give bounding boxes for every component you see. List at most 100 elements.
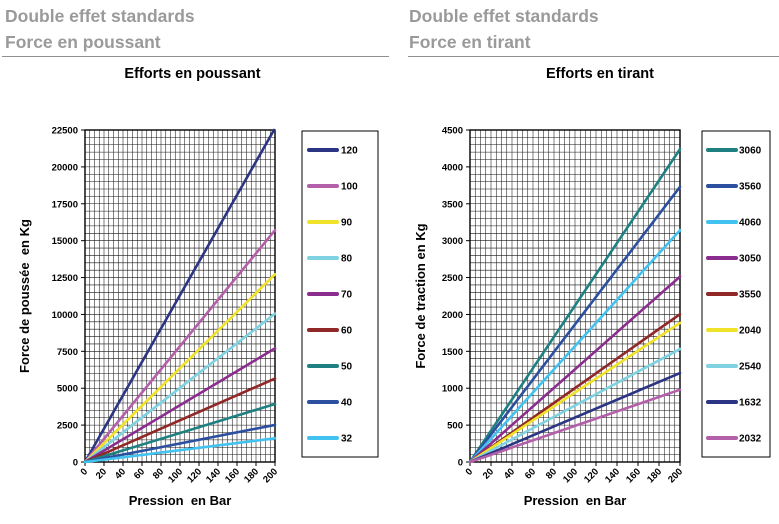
x-tick-label: 100 bbox=[166, 466, 185, 485]
y-tick-label: 0 bbox=[73, 458, 78, 469]
chart-poussant: 0 2500 5000 7500 10000 12500 15000 17500 20000 22… bbox=[17, 126, 379, 508]
legend-label: 4060 bbox=[739, 218, 762, 229]
y-tick-label: 2000 bbox=[442, 310, 463, 321]
x-tick-label: 80 bbox=[544, 466, 559, 481]
legend-label: 1632 bbox=[739, 398, 762, 409]
y-tick-label: 1500 bbox=[442, 347, 463, 358]
chart-title-tirant: Efforts en tirant bbox=[546, 66, 654, 82]
series-line-4060 bbox=[468, 228, 682, 464]
legend-item-80: 80 bbox=[307, 254, 353, 265]
panel-header-poussant: Double effet standards Force en poussant bbox=[5, 3, 195, 55]
legend-item-70: 70 bbox=[307, 290, 353, 301]
legend-item-3560: 3560 bbox=[706, 182, 762, 193]
x-tick-label: 20 bbox=[481, 466, 496, 481]
legend-item-3050: 3050 bbox=[706, 254, 762, 265]
x-tick-label: 0 bbox=[464, 466, 476, 478]
y-tick-label: 20000 bbox=[52, 162, 78, 173]
y-tick-label: 500 bbox=[447, 421, 463, 432]
header-underline-right bbox=[408, 56, 779, 57]
x-tick-label: 140 bbox=[603, 466, 622, 485]
x-tick-label: 140 bbox=[204, 466, 223, 485]
y-tick-label: 17500 bbox=[52, 199, 78, 210]
legend-label: 3550 bbox=[739, 290, 762, 301]
series-line-90 bbox=[83, 272, 277, 464]
legend-item-60: 60 bbox=[307, 326, 353, 337]
x-tick-label: 180 bbox=[242, 466, 261, 485]
x-tick-label: 180 bbox=[645, 466, 664, 485]
y-axis-ticks: 0 2500 5000 7500 10000 12500 15000 17500 20000 22… bbox=[52, 126, 85, 469]
legend-label: 90 bbox=[341, 218, 353, 229]
legend-item-90: 90 bbox=[307, 218, 353, 229]
legend-item-3060: 3060 bbox=[706, 146, 762, 157]
legend-item-50: 50 bbox=[307, 362, 353, 373]
y-tick-label: 0 bbox=[458, 458, 463, 469]
x-tick-label: 160 bbox=[223, 466, 242, 485]
legend: 120 100 90 80 70 60 50 40 32 bbox=[301, 130, 379, 458]
legend-item-1632: 1632 bbox=[706, 398, 762, 409]
x-tick-label: 40 bbox=[502, 466, 517, 481]
legend-item-40: 40 bbox=[307, 398, 353, 409]
legend: 3060 3560 4060 3050 3550 2040 2540 1632 2032 bbox=[701, 130, 771, 458]
series-line-3060 bbox=[468, 147, 682, 464]
header-line1: Double effet standards bbox=[5, 6, 195, 26]
series-line-70 bbox=[83, 347, 277, 464]
legend-label: 40 bbox=[341, 398, 353, 409]
legend-label: 32 bbox=[341, 434, 353, 445]
series-line-1632 bbox=[468, 371, 682, 464]
header-underline-left bbox=[2, 56, 389, 57]
header-line2: Force en tirant bbox=[409, 32, 531, 52]
y-tick-label: 7500 bbox=[57, 347, 78, 358]
chart-title-poussant: Efforts en poussant bbox=[124, 66, 261, 82]
series-line-3560 bbox=[468, 185, 682, 464]
series-line-40 bbox=[83, 423, 277, 464]
series-line-2032 bbox=[468, 388, 682, 464]
y-tick-label: 2500 bbox=[57, 421, 78, 432]
legend-label: 3560 bbox=[739, 182, 762, 193]
header-line1: Double effet standards bbox=[409, 6, 599, 26]
y-tick-label: 15000 bbox=[52, 236, 78, 247]
legend-label: 50 bbox=[341, 362, 353, 373]
series-line-50 bbox=[83, 402, 277, 464]
x-tick-label: 200 bbox=[666, 466, 685, 485]
x-tick-label: 100 bbox=[561, 466, 580, 485]
series-line-32 bbox=[83, 436, 277, 464]
y-axis-title: Force de traction en Kg bbox=[413, 223, 428, 368]
legend-label: 3060 bbox=[739, 146, 762, 157]
legend-item-100: 100 bbox=[307, 182, 358, 193]
grid bbox=[469, 129, 681, 463]
y-tick-label: 12500 bbox=[52, 273, 78, 284]
x-tick-label: 20 bbox=[94, 466, 109, 481]
series-line-80 bbox=[83, 312, 277, 464]
series-lines bbox=[83, 128, 277, 464]
legend-item-120: 120 bbox=[307, 146, 358, 157]
legend-item-2040: 2040 bbox=[706, 326, 762, 337]
y-tick-label: 4000 bbox=[442, 162, 463, 173]
header-line2: Force en poussant bbox=[5, 32, 161, 52]
x-tick-label: 160 bbox=[624, 466, 643, 485]
legend-label: 120 bbox=[341, 146, 358, 157]
x-tick-label: 120 bbox=[185, 466, 204, 485]
legend-label: 2032 bbox=[739, 434, 762, 445]
x-tick-label: 40 bbox=[113, 466, 128, 481]
y-axis-ticks: 0 500 1000 1500 2000 2500 3000 3500 4000 4500 bbox=[442, 126, 470, 469]
legend-label: 70 bbox=[341, 290, 353, 301]
y-tick-label: 10000 bbox=[52, 310, 78, 321]
y-axis-title: Force de poussée en Kg bbox=[17, 219, 32, 373]
legend-label: 100 bbox=[341, 182, 358, 193]
x-axis-ticks: 0 20 40 60 80 100 120 140 160 180 200 bbox=[79, 462, 280, 485]
series-line-120 bbox=[83, 128, 276, 464]
series-line-3050 bbox=[468, 275, 682, 464]
x-tick-label: 60 bbox=[523, 466, 538, 481]
x-tick-label: 60 bbox=[132, 466, 147, 481]
x-axis-title: Pression en Bar bbox=[129, 493, 232, 508]
series-line-100 bbox=[83, 228, 277, 464]
legend-label: 3050 bbox=[739, 254, 762, 265]
panel-header-tirant: Double effet standards Force en tirant bbox=[409, 3, 599, 55]
series-line-2540 bbox=[468, 347, 682, 464]
legend-item-3550: 3550 bbox=[706, 290, 762, 301]
legend-label: 60 bbox=[341, 326, 353, 337]
series-line-60 bbox=[83, 377, 277, 464]
x-tick-label: 80 bbox=[151, 466, 166, 481]
